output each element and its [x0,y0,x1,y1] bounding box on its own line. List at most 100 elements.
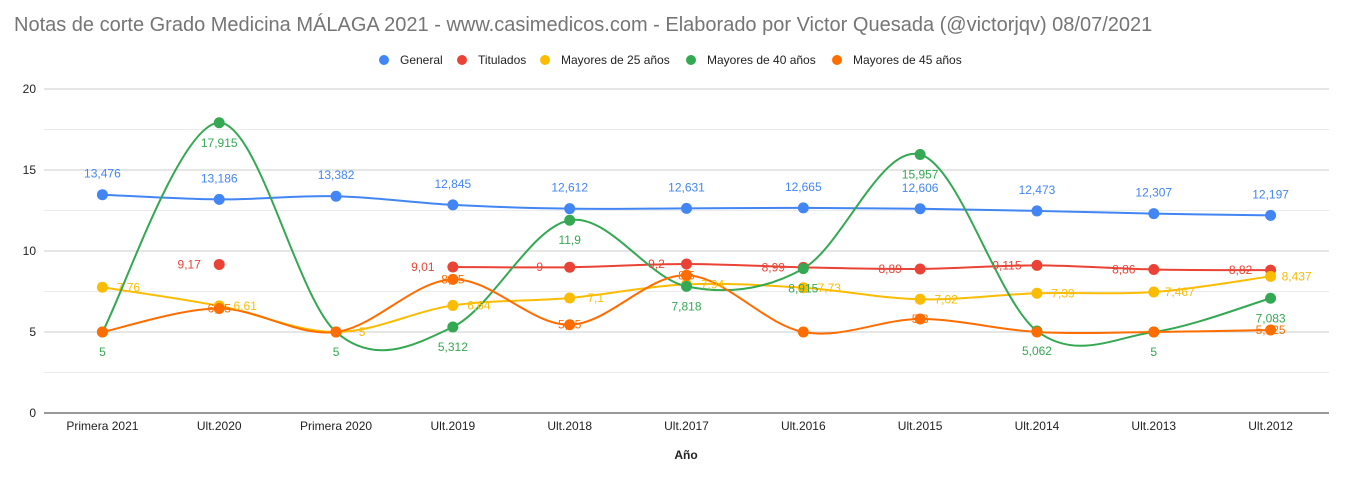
data-point[interactable] [447,261,459,273]
data-point[interactable] [1031,326,1043,338]
data-label: 9,2 [648,257,665,271]
data-label: 5 [359,325,366,339]
data-point[interactable] [564,292,576,304]
data-label: 6,64 [467,298,491,312]
data-point[interactable] [564,319,576,331]
data-labels: 13,476 13,186 13,382 12,845 12,612 12,631 12,6… [84,136,1312,359]
legend-entry[interactable]: Titulados [478,53,526,67]
data-label: 12,606 [902,181,939,195]
data-label: 13,186 [201,171,238,185]
data-label: 12,845 [435,177,472,191]
data-point[interactable] [447,199,459,211]
data-point[interactable] [330,190,342,202]
data-label: 12,665 [785,180,822,194]
data-point[interactable] [1265,324,1277,336]
legend-marker[interactable] [832,55,842,65]
data-point[interactable] [914,148,926,160]
data-point[interactable] [96,189,108,201]
data-label: 8,86 [1112,262,1136,276]
data-point[interactable] [1031,287,1043,299]
data-point[interactable] [96,281,108,293]
data-point[interactable] [1148,263,1160,275]
data-point[interactable] [1265,209,1277,221]
data-point[interactable] [96,326,108,338]
data-point[interactable] [213,193,225,205]
series-line [101,121,1271,352]
data-label: 5,45 [558,318,582,332]
data-label: 9 [536,260,543,274]
data-label: 11,9 [558,233,581,247]
x-tick-label: Ult.2018 [547,419,592,433]
legend-marker[interactable] [379,55,389,65]
x-axis-title: Año [674,448,697,462]
data-point[interactable] [1031,259,1043,271]
legend-entry[interactable]: Mayores de 25 años [561,53,670,67]
x-tick-label: Primera 2021 [66,419,138,433]
data-point[interactable] [914,263,926,275]
data-point[interactable] [797,282,809,294]
data-point[interactable] [681,202,692,214]
data-point[interactable] [914,293,926,305]
series-line [452,262,1271,272]
data-point[interactable] [447,299,459,311]
y-tick-label: 10 [23,244,37,258]
data-point[interactable] [914,203,926,215]
data-label: 7,02 [934,292,958,306]
data-point[interactable] [564,261,576,273]
legend-marker[interactable] [686,55,696,65]
x-tick-label: Ult.2019 [431,419,476,433]
data-point[interactable] [564,203,576,215]
data-point[interactable] [1148,208,1160,220]
data-label: 8,437 [1282,269,1312,283]
data-label: 5 [99,325,106,339]
legend-entry[interactable]: General [400,53,443,67]
legend-marker[interactable] [540,55,550,65]
data-point[interactable] [681,280,692,292]
data-label: 8,89 [878,262,902,276]
data-point[interactable] [797,326,809,338]
data-label: 13,382 [318,168,355,182]
x-tick-label: Primera 2020 [300,419,372,433]
data-label: 7,73 [818,281,842,295]
x-tick-label: Ult.2016 [781,419,826,433]
data-label: 7,1 [587,291,604,305]
data-point[interactable] [1031,205,1043,217]
data-label: 5 [333,325,340,339]
data-point[interactable] [681,269,692,281]
data-point[interactable] [1265,292,1277,304]
data-label: 5 [1034,325,1041,339]
data-point[interactable] [330,326,342,338]
data-point[interactable] [1265,270,1277,282]
data-label: 7,083 [1256,311,1286,325]
data-label: 5 [1150,325,1157,339]
data-label: 6,61 [234,299,258,313]
data-label: 9,01 [411,260,435,274]
data-label: 8,99 [762,260,786,274]
data-point[interactable] [447,321,459,333]
data-point[interactable] [1148,286,1160,298]
data-point[interactable] [1148,326,1160,338]
data-point[interactable] [914,313,926,325]
data-point[interactable] [797,202,809,214]
data-label: 12,612 [551,181,588,195]
data-point[interactable] [213,258,225,270]
data-point[interactable] [213,303,225,315]
legend-entry[interactable]: Mayores de 40 años [707,53,816,67]
legend[interactable]: General Titulados Mayores de 25 años Mayore… [379,53,962,67]
data-label: 5,125 [1256,323,1286,337]
data-point[interactable] [797,263,809,275]
legend-marker[interactable] [457,55,467,65]
data-label: 5,062 [1022,344,1052,358]
data-point[interactable] [564,214,576,226]
data-label: 8,82 [1229,263,1253,277]
data-point[interactable] [213,117,225,129]
data-point[interactable] [681,258,692,270]
legend-entry[interactable]: Mayores de 45 años [853,53,962,67]
x-tick-label: Ult.2014 [1015,419,1060,433]
data-label: 5,8 [912,312,929,326]
data-point[interactable] [447,273,459,285]
data-points[interactable] [96,117,1277,338]
data-label: 5,312 [438,340,468,354]
y-tick-label: 0 [29,406,36,420]
